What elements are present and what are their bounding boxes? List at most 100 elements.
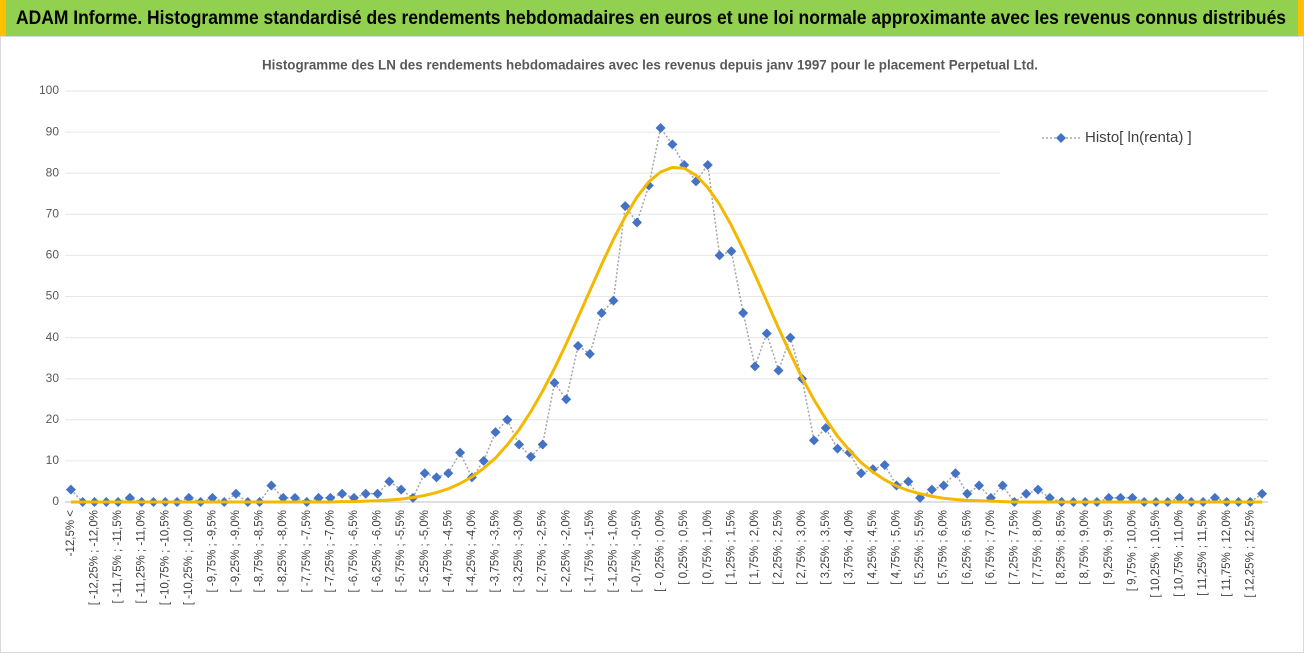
- data-point: [478, 455, 489, 466]
- legend-marker: [1056, 133, 1066, 143]
- y-tick-label: 0: [52, 494, 59, 508]
- x-tick-label: [ -0,75% ; -0,5%: [631, 510, 643, 592]
- x-tick-label: [ 1,25% ; 1,5%: [725, 510, 737, 585]
- data-point: [1021, 488, 1032, 499]
- x-tick-label: [ 8,25% ; 8,5%: [1056, 510, 1068, 585]
- data-point: [738, 307, 749, 318]
- data-point: [455, 447, 466, 458]
- data-point: [1127, 492, 1138, 503]
- data-point: [632, 217, 643, 228]
- data-point: [537, 439, 548, 450]
- data-point: [372, 488, 383, 499]
- x-tick-label: [ -6,25% ; -6,0%: [372, 510, 384, 592]
- data-point: [1115, 492, 1126, 503]
- data-point: [266, 480, 277, 491]
- x-tick-label: [ 12,25% ; 12,5%: [1244, 510, 1256, 598]
- y-tick-label: 20: [46, 412, 60, 426]
- normal-curve: [70, 165, 1263, 504]
- x-tick-label: [ 5,75% ; 6,0%: [938, 510, 950, 585]
- data-point: [443, 468, 454, 479]
- data-point: [289, 492, 300, 503]
- y-tick-label: 80: [46, 165, 60, 179]
- x-tick-label: [ 6,25% ; 6,5%: [961, 510, 973, 585]
- data-point: [124, 492, 135, 503]
- x-tick-label: [ 8,75% ; 9,0%: [1079, 510, 1091, 585]
- data-point: [926, 484, 937, 495]
- y-tick-label: 10: [46, 453, 60, 467]
- x-tick-label: [ 11,25% ; 11,5%: [1197, 510, 1209, 596]
- x-tick-label: [ -9,25% ; -9,0%: [230, 510, 242, 592]
- data-point: [832, 443, 843, 454]
- data-point: [490, 427, 501, 438]
- x-tick-label: [ -10,25% ; -10,0%: [183, 510, 195, 605]
- data-point: [1103, 492, 1114, 503]
- data-point: [1044, 492, 1055, 503]
- data-point: [938, 480, 949, 491]
- x-tick-label: [ -5,25% ; -5,0%: [419, 510, 431, 592]
- data-point: [773, 365, 784, 376]
- x-tick-label: [ -2,75% ; -2,5%: [537, 510, 549, 592]
- data-point: [325, 492, 336, 503]
- data-point: [65, 484, 76, 495]
- x-tick-label: [ 10,75% ; 11,0%: [1174, 510, 1186, 597]
- data-point: [608, 295, 619, 306]
- chart-title: Histogramme des LN des rendements hebdom…: [262, 57, 1038, 73]
- data-point: [360, 488, 371, 499]
- x-tick-label: [ 4,25% ; 4,5%: [867, 510, 879, 585]
- x-tick-label: [ 6,75% ; 7,0%: [985, 510, 997, 585]
- y-tick-label: 50: [46, 289, 60, 303]
- x-tick-label: [ -11,75% ; -11,5%: [112, 510, 124, 604]
- data-point: [1257, 488, 1268, 499]
- x-tick-label: [ -1,75% ; -1,5%: [584, 510, 596, 592]
- x-tick-label: [ -7,25% ; -7,0%: [324, 510, 336, 592]
- data-point: [1174, 492, 1185, 503]
- x-tick-label: [ 0,75% ; 1,0%: [702, 510, 714, 585]
- data-point: [844, 447, 855, 458]
- data-point: [573, 340, 584, 351]
- x-tick-label: [ -2,25% ; -2,0%: [560, 510, 572, 592]
- data-point: [749, 361, 760, 372]
- data-point: [419, 468, 430, 479]
- x-tick-label: [ -8,75% ; -8,5%: [254, 510, 266, 592]
- data-point: [384, 476, 395, 487]
- x-tick-label: [ -12,25% ; -12,0%: [89, 510, 101, 605]
- x-tick-label: [ -4,25% ; -4,0%: [466, 510, 478, 592]
- y-tick-label: 40: [46, 330, 60, 344]
- data-point: [596, 307, 607, 318]
- x-tick-label: [ -7,75% ; -7,5%: [301, 510, 313, 592]
- data-point: [502, 414, 513, 425]
- data-point: [231, 488, 242, 499]
- data-point: [997, 480, 1008, 491]
- x-tick-label: [ 7,75% ; 8,0%: [1032, 510, 1044, 585]
- data-point: [726, 246, 737, 257]
- x-tick-label: [ - 0,25% ; 0,0%: [655, 510, 667, 592]
- data-point: [525, 451, 536, 462]
- legend-label: Histo[ ln(renta) ]: [1085, 129, 1192, 146]
- data-point: [950, 468, 961, 479]
- data-point: [974, 480, 985, 491]
- x-tick-label: [ 9,25% ; 9,5%: [1103, 510, 1115, 585]
- x-tick-label: [ -8,25% ; -8,0%: [277, 510, 289, 592]
- y-tick-label: 60: [46, 248, 60, 262]
- x-tick-label: [ 9,75% ; 10,0%: [1126, 510, 1138, 591]
- x-tick-label: [ -3,25% ; -3,0%: [513, 510, 525, 592]
- y-tick-label: 90: [46, 124, 60, 138]
- header-accent: [0, 0, 6, 36]
- data-point: [667, 139, 678, 150]
- data-point: [313, 492, 324, 503]
- data-point: [962, 488, 973, 499]
- x-tick-label: [ -3,75% ; -3,5%: [490, 510, 502, 592]
- data-point: [820, 423, 831, 434]
- legend-box: [1000, 110, 1268, 190]
- x-tick-label: [ -4,75% ; -4,5%: [442, 510, 454, 592]
- x-tick-label: [ 10,25% ; 10,5%: [1150, 510, 1162, 598]
- data-point: [761, 328, 772, 339]
- x-tick-label: [ 3,75% ; 4,0%: [843, 510, 855, 585]
- data-point: [655, 122, 666, 133]
- x-tick-label: [ 1,75% ; 2,0%: [749, 510, 761, 585]
- data-point: [278, 492, 289, 503]
- x-tick-label: [ 2,75% ; 3,0%: [796, 510, 808, 585]
- header-band: [0, 0, 1304, 36]
- data-point: [702, 159, 713, 170]
- data-point: [549, 377, 560, 388]
